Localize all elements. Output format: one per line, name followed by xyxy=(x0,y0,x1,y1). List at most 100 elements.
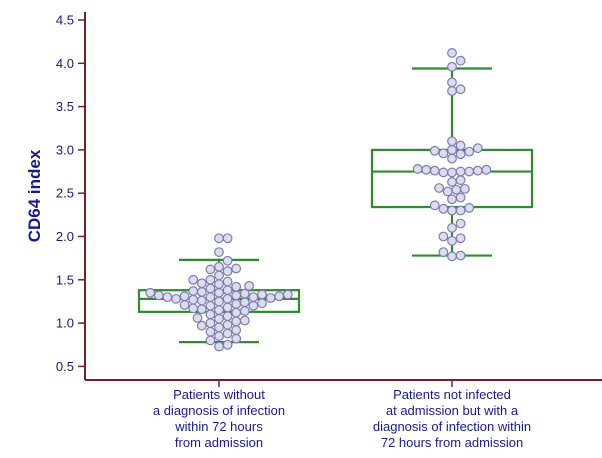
box-plot-groups xyxy=(137,48,534,352)
data-point xyxy=(412,164,423,174)
category-label-group-1: Patients without a diagnosis of infectio… xyxy=(152,387,286,450)
data-point xyxy=(214,233,224,244)
data-point xyxy=(455,175,466,186)
data-point xyxy=(222,266,233,277)
data-point xyxy=(438,148,449,159)
data-point xyxy=(455,192,466,203)
data-point xyxy=(214,322,224,333)
data-point xyxy=(222,339,233,350)
data-point xyxy=(447,153,457,164)
data-point xyxy=(265,293,276,303)
data-point xyxy=(205,292,216,303)
data-point xyxy=(231,316,242,327)
y-tick-label: 1.0 xyxy=(56,316,74,331)
data-point xyxy=(438,247,449,257)
data-point xyxy=(239,315,250,326)
data-point xyxy=(214,341,224,352)
data-point xyxy=(188,303,199,314)
data-point xyxy=(205,264,216,275)
data-point xyxy=(447,235,457,246)
x-axis-ticks xyxy=(218,380,453,387)
data-point xyxy=(214,270,224,281)
data-point xyxy=(244,280,255,291)
data-point xyxy=(214,296,224,307)
data-point xyxy=(222,311,233,322)
data-point xyxy=(205,309,216,320)
data-point xyxy=(231,333,242,344)
data-point xyxy=(222,302,233,313)
data-point xyxy=(438,203,449,214)
data-point xyxy=(231,290,242,301)
data-point xyxy=(455,233,466,244)
data-point xyxy=(447,167,457,178)
data-point xyxy=(188,294,199,305)
data-point xyxy=(162,292,173,303)
data-point xyxy=(231,325,242,335)
data-point xyxy=(196,304,207,315)
data-point xyxy=(447,205,457,216)
data-point xyxy=(434,183,445,193)
y-tick-label: 4.0 xyxy=(56,56,74,71)
data-point xyxy=(447,48,457,58)
data-point xyxy=(222,293,233,304)
data-point xyxy=(205,283,216,294)
data-point xyxy=(447,136,457,147)
data-point xyxy=(455,205,466,216)
data-point xyxy=(429,165,440,176)
data-point xyxy=(205,335,216,346)
data-point xyxy=(214,279,224,290)
data-point xyxy=(257,298,267,309)
data-point xyxy=(455,149,466,160)
data-point xyxy=(214,313,224,324)
data-point xyxy=(205,318,216,329)
y-tick-label: 3.5 xyxy=(56,99,74,114)
data-point xyxy=(153,290,164,301)
data-point xyxy=(455,218,466,229)
y-tick-label: 2.0 xyxy=(56,229,74,244)
data-point xyxy=(171,293,181,304)
data-point xyxy=(222,233,233,244)
y-axis-ticks: 0.5 1.0 1.5 2.0 2.5 3.0 3.5 4.0 4.5 xyxy=(56,13,85,374)
data-point xyxy=(179,291,190,302)
data-point xyxy=(455,166,466,177)
data-point xyxy=(222,255,233,266)
data-point xyxy=(192,313,203,323)
data-point xyxy=(460,183,470,194)
data-point xyxy=(205,326,216,337)
data-point xyxy=(438,231,449,242)
data-point xyxy=(455,250,466,261)
data-point xyxy=(214,287,224,298)
data-point xyxy=(179,300,190,310)
data-point xyxy=(196,278,207,289)
data-point xyxy=(451,184,462,195)
data-point xyxy=(231,307,242,318)
data-point xyxy=(196,287,207,297)
data-point xyxy=(447,77,457,88)
data-point xyxy=(429,145,440,156)
data-point xyxy=(214,247,224,257)
box-group-2 xyxy=(370,48,534,262)
y-tick-label: 0.5 xyxy=(56,359,74,374)
data-point xyxy=(447,251,457,262)
data-point xyxy=(447,222,457,233)
data-point xyxy=(455,140,466,151)
data-point xyxy=(447,194,457,205)
data-point xyxy=(472,165,483,176)
data-point xyxy=(455,84,466,95)
data-point xyxy=(447,86,457,96)
data-point xyxy=(481,164,492,175)
y-axis-title: CD64 index xyxy=(25,149,44,242)
data-point xyxy=(214,305,224,316)
category-label-group-2: Patients not infected at admission but w… xyxy=(372,387,532,450)
data-point xyxy=(222,319,233,330)
data-point xyxy=(455,55,466,66)
data-point xyxy=(472,143,483,154)
data-point xyxy=(447,61,457,72)
data-point xyxy=(464,203,475,213)
data-point xyxy=(222,285,233,296)
data-point xyxy=(231,281,242,292)
data-point xyxy=(438,167,449,178)
data-point xyxy=(231,299,242,309)
data-point xyxy=(222,276,233,287)
